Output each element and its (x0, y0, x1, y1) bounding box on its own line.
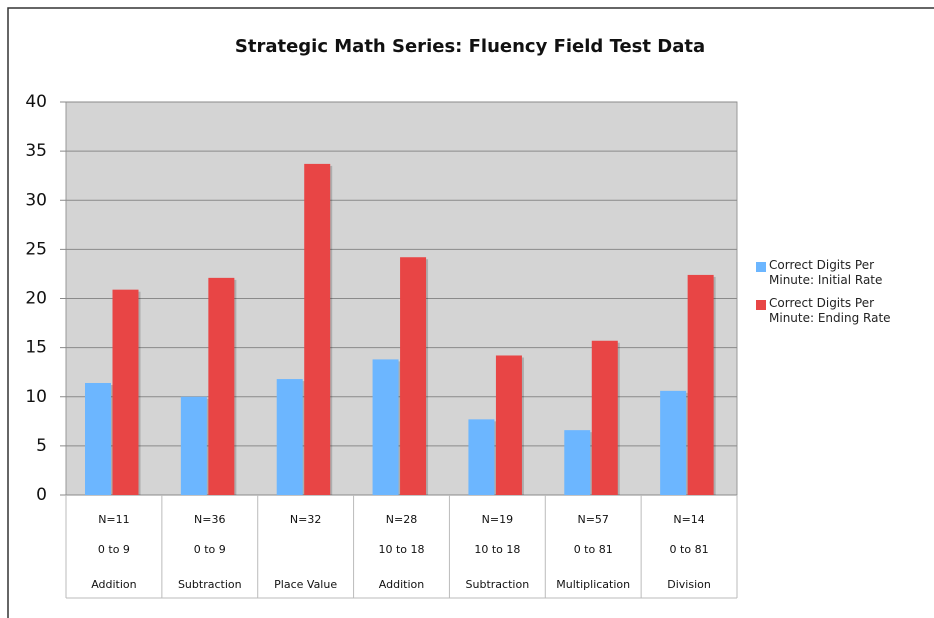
bar (276, 379, 303, 495)
y-tick-label: 0 (36, 485, 47, 505)
x-tick-label: 10 to 18 (474, 543, 520, 556)
legend-item: Correct Digits Per Minute: Initial Rate (769, 258, 883, 287)
x-tick-label: 0 to 9 (98, 543, 130, 556)
y-tick-label: 30 (25, 190, 47, 210)
bar (495, 355, 522, 495)
x-tick-label: N=11 (98, 513, 129, 526)
x-tick-label: Addition (91, 578, 136, 591)
x-tick-label: N=14 (673, 513, 704, 526)
bar (400, 257, 427, 495)
x-tick-label: N=57 (577, 513, 608, 526)
y-tick-label: 20 (25, 289, 47, 309)
bar (660, 390, 687, 495)
x-tick-label: Multiplication (556, 578, 630, 591)
y-tick-label: 15 (25, 338, 47, 358)
x-tick-label: N=36 (194, 513, 225, 526)
x-tick-label: Addition (379, 578, 424, 591)
bar (208, 277, 235, 495)
legend-item: Correct Digits Per Minute: Ending Rate (769, 296, 891, 325)
legend-swatch (756, 262, 766, 272)
bar (372, 359, 399, 495)
bar (564, 430, 591, 495)
x-tick-label: 10 to 18 (378, 543, 424, 556)
bar (304, 163, 331, 495)
x-tick-label: 0 to 81 (670, 543, 709, 556)
y-tick-label: 40 (25, 92, 47, 112)
y-tick-label: 25 (25, 239, 47, 259)
legend-label: Correct Digits Per Minute: Ending Rate (769, 296, 891, 325)
bar (112, 289, 139, 495)
bar (85, 382, 111, 495)
legend-swatch (756, 300, 766, 310)
x-tick-label: Subtraction (466, 578, 530, 591)
chart-title: Strategic Math Series: Fluency Field Tes… (235, 36, 705, 57)
y-tick-label: 10 (25, 387, 47, 407)
y-tick-label: 35 (25, 141, 47, 161)
x-tick-label: 0 to 9 (194, 543, 226, 556)
bar (468, 419, 495, 495)
x-tick-label: 0 to 81 (574, 543, 613, 556)
legend-label: Correct Digits Per Minute: Initial Rate (769, 258, 883, 287)
x-tick-label: N=28 (386, 513, 417, 526)
x-tick-label: Division (667, 578, 711, 591)
y-tick-label: 5 (36, 436, 47, 456)
x-tick-label: Place Value (274, 578, 337, 591)
x-tick-label: N=32 (290, 513, 321, 526)
x-tick-label: Subtraction (178, 578, 242, 591)
x-tick-label: N=19 (482, 513, 513, 526)
bar (591, 340, 618, 495)
bar (180, 396, 207, 495)
frame (7, 7, 934, 618)
bar (687, 274, 714, 495)
